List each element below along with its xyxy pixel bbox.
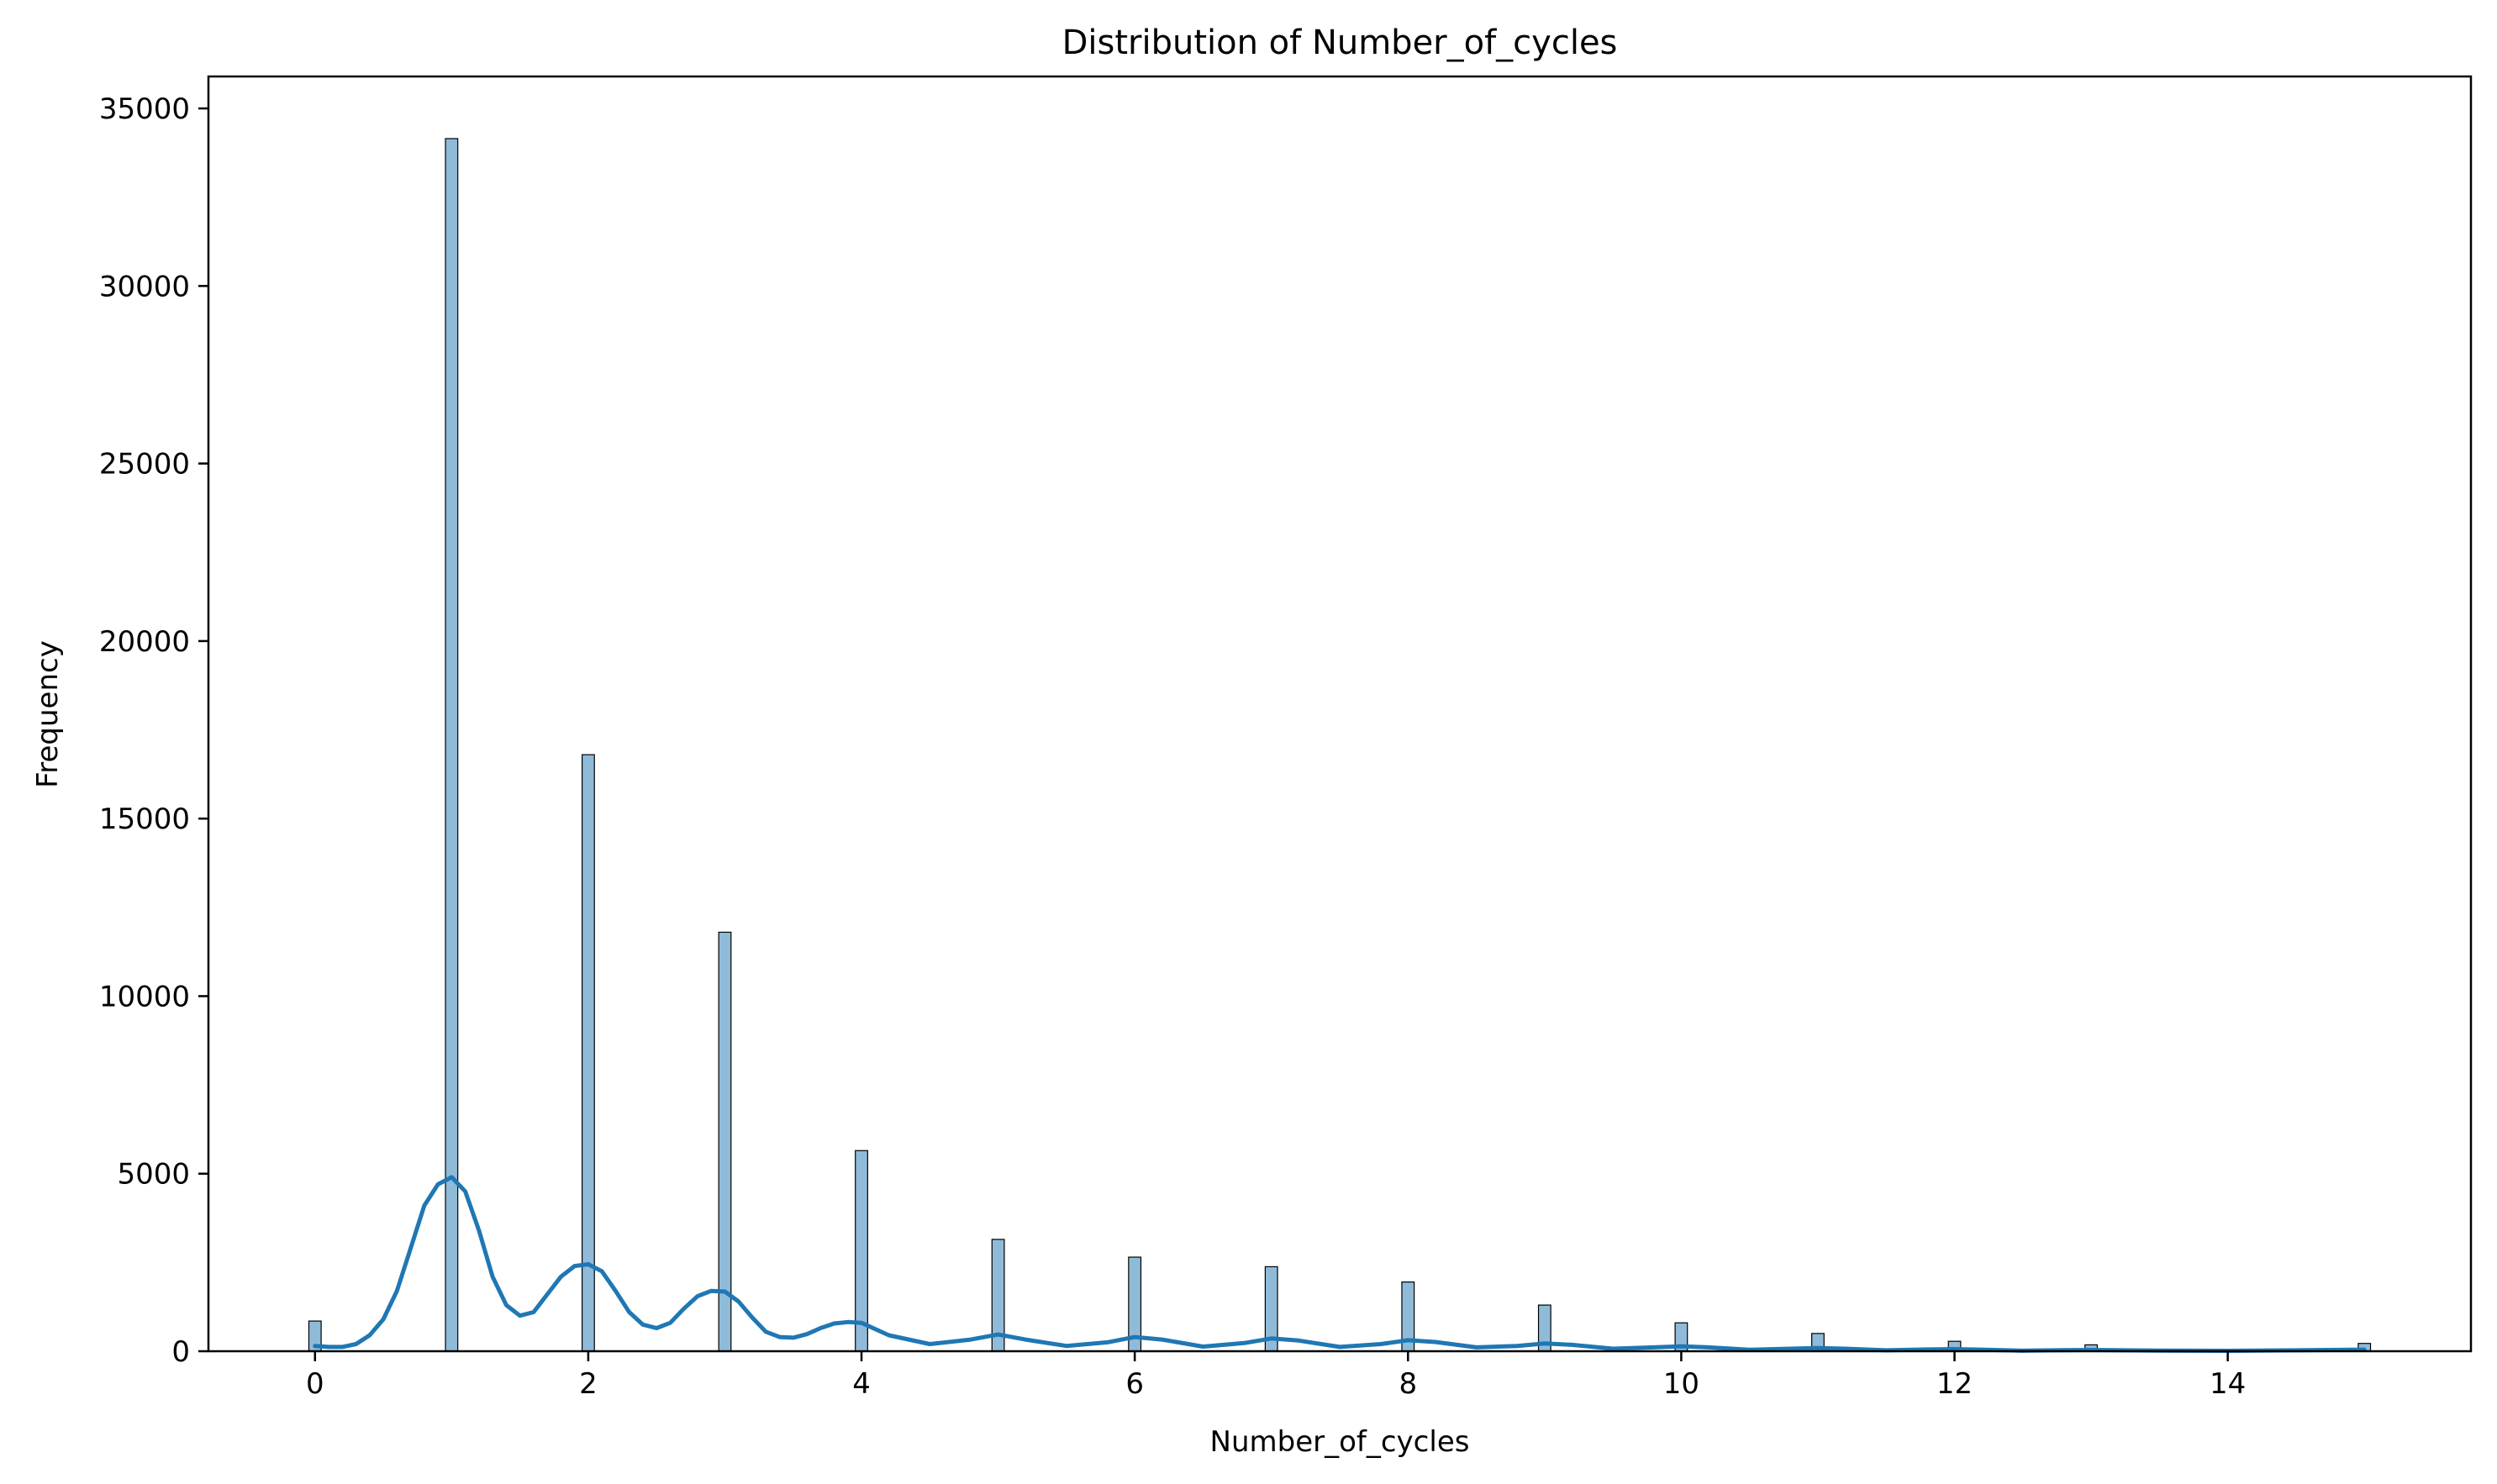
y-tick-label: 25000 (99, 448, 190, 482)
x-tick-label: 6 (1125, 1367, 1144, 1401)
histogram-bar (718, 931, 732, 1352)
histogram-bar (582, 754, 595, 1352)
y-tick-label: 15000 (99, 803, 190, 836)
y-tick-label: 5000 (117, 1158, 190, 1192)
x-tick-label: 4 (852, 1367, 871, 1401)
x-tick-label: 8 (1399, 1367, 1417, 1401)
x-tick-label: 10 (1663, 1367, 1699, 1401)
y-axis: 0 5000 10000 15000 20000 25000 30000 35000 (99, 92, 208, 1369)
x-tick-label: 12 (1936, 1367, 1973, 1401)
chart-title: Distribution of Number_of_cycles (1062, 24, 1618, 62)
x-axis-title: Number_of_cycles (1210, 1425, 1470, 1459)
y-tick-label: 10000 (99, 980, 190, 1013)
plot-frame (207, 75, 2473, 1353)
kde-line (313, 1175, 2367, 1353)
x-tick-label: 14 (2210, 1367, 2246, 1401)
y-tick-label: 20000 (99, 625, 190, 659)
bars-layer (308, 138, 2372, 1352)
x-axis: 0 2 4 6 8 10 12 14 (306, 1351, 2246, 1401)
y-axis-title: Frequency (31, 640, 65, 788)
x-tick-label: 0 (306, 1367, 324, 1401)
y-tick-label: 35000 (99, 92, 190, 126)
y-tick-label: 30000 (99, 270, 190, 303)
x-tick-label: 2 (579, 1367, 598, 1401)
histogram-bar (445, 138, 459, 1352)
y-tick-label: 0 (171, 1335, 190, 1369)
